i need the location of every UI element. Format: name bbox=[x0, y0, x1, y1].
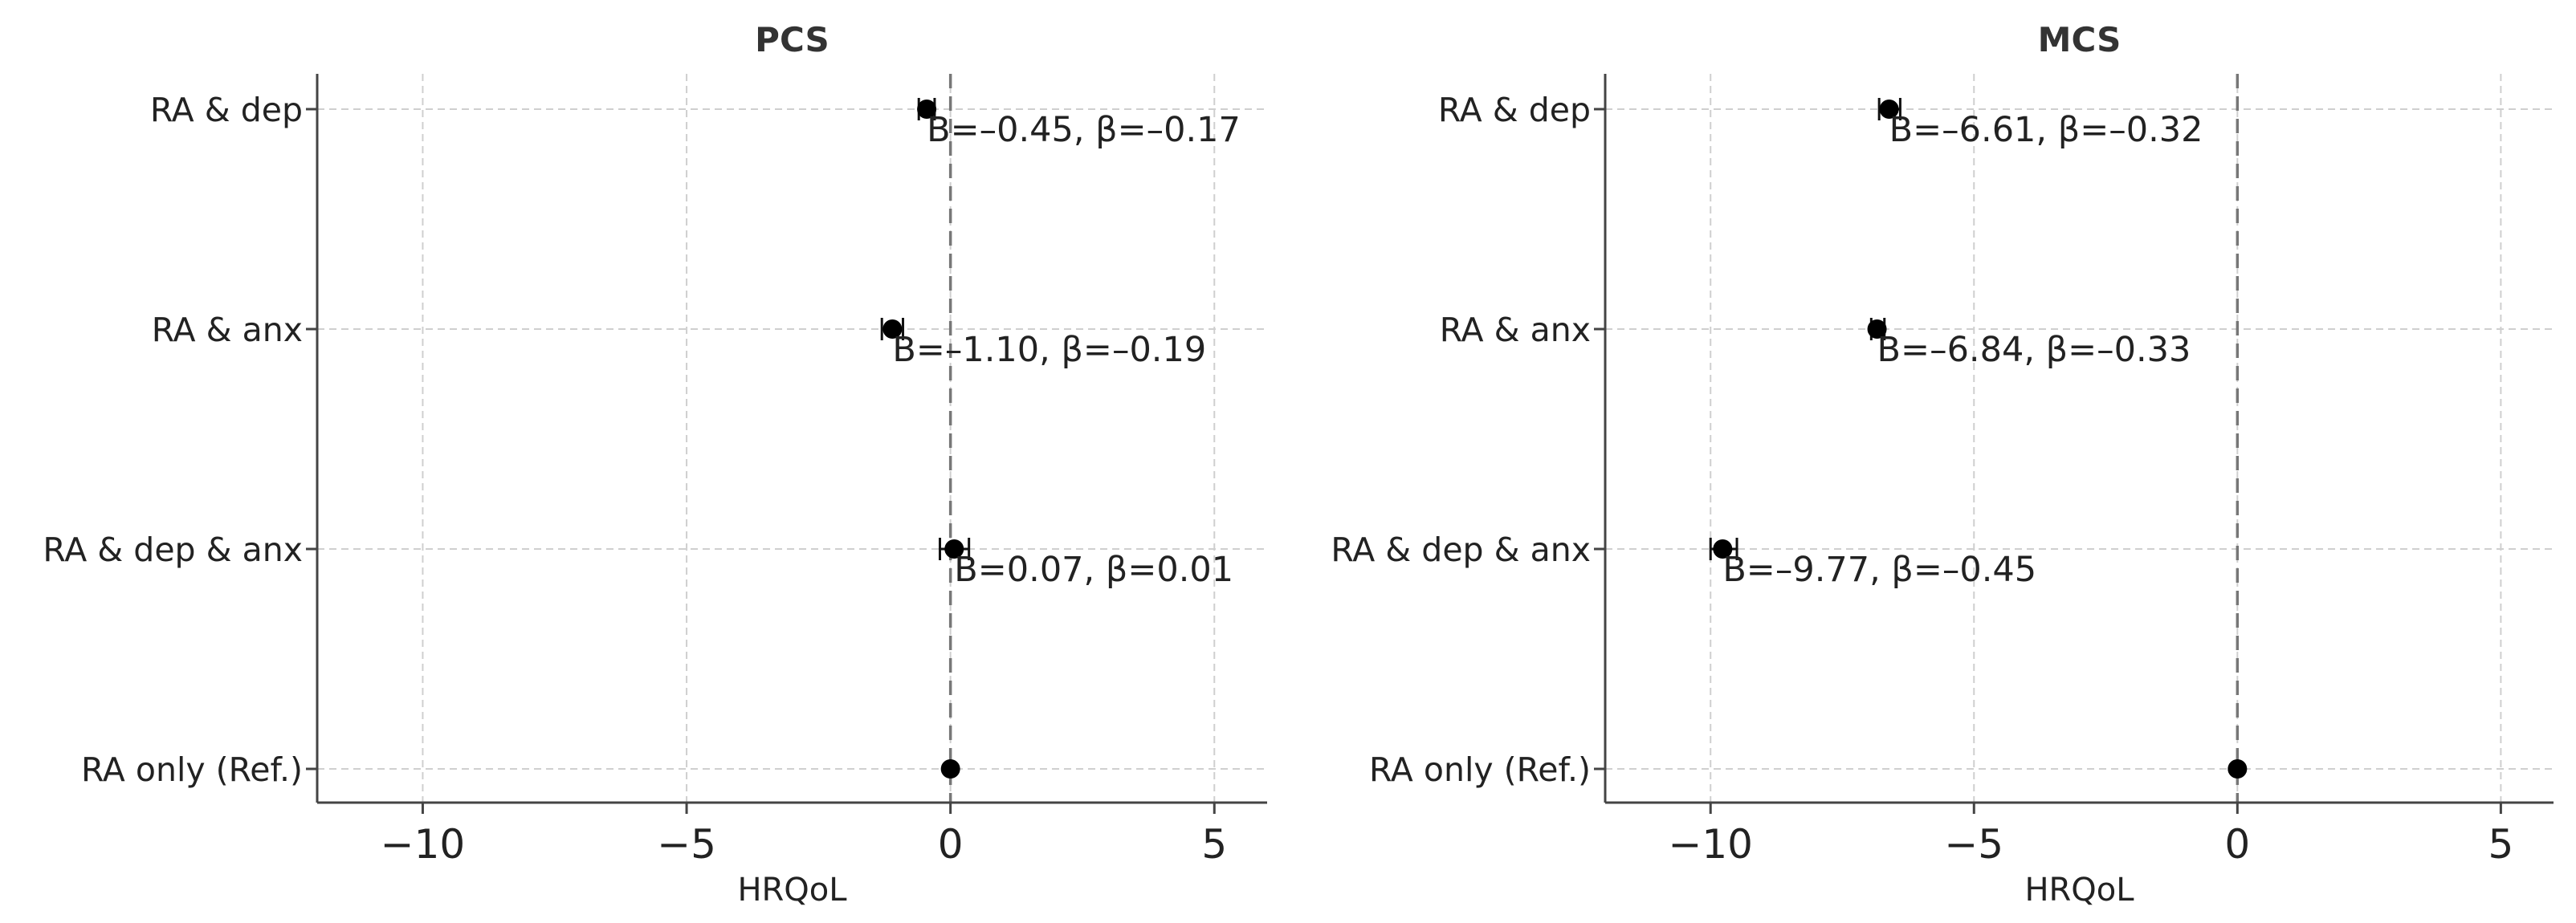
chart-title: PCS bbox=[755, 20, 829, 59]
y-tick-label: RA & dep bbox=[150, 91, 303, 129]
data-annotation: B=–9.77, β=–0.45 bbox=[1722, 550, 2036, 590]
data-point bbox=[1713, 539, 1733, 559]
data-point bbox=[1867, 319, 1887, 339]
x-axis-label: HRQoL bbox=[2024, 872, 2134, 909]
y-tick-label: RA only (Ref.) bbox=[1369, 750, 1591, 789]
data-annotation: B=0.07, β=0.01 bbox=[954, 550, 1233, 590]
y-tick-label: RA & anx bbox=[1440, 311, 1591, 349]
x-tick-label: 5 bbox=[1201, 821, 1227, 868]
x-tick-label: −5 bbox=[1944, 821, 2003, 868]
y-tick-label: RA & dep bbox=[1438, 91, 1591, 129]
y-tick-label: RA & dep & anx bbox=[1331, 531, 1591, 569]
chart-title: MCS bbox=[2038, 20, 2122, 59]
data-annotation: B=–6.84, β=–0.33 bbox=[1877, 330, 2191, 370]
x-tick-label: −5 bbox=[657, 821, 716, 868]
x-tick-label: −10 bbox=[381, 821, 466, 868]
y-tick-label: RA only (Ref.) bbox=[81, 750, 303, 789]
x-tick-label: −10 bbox=[1668, 821, 1753, 868]
data-annotation: B=–0.45, β=–0.17 bbox=[927, 110, 1241, 150]
y-tick-label: RA & dep & anx bbox=[43, 531, 303, 569]
data-point bbox=[917, 100, 937, 119]
y-tick-label: RA & anx bbox=[152, 311, 303, 349]
x-tick-label: 0 bbox=[2224, 821, 2250, 868]
data-point bbox=[1879, 100, 1899, 119]
data-point bbox=[2228, 759, 2248, 779]
chart-panel-mcs: MCS RA & dep RA & anx RA & dep & anx RA only… bbox=[1331, 20, 2554, 909]
data-point bbox=[944, 539, 964, 559]
x-tick-label: 0 bbox=[938, 821, 964, 868]
data-annotation: B=–6.61, β=–0.32 bbox=[1889, 110, 2203, 150]
x-axis-label: HRQoL bbox=[737, 872, 847, 909]
x-tick-label: 5 bbox=[2488, 821, 2513, 868]
data-annotation: B=–1.10, β=–0.19 bbox=[892, 330, 1206, 370]
data-point bbox=[882, 319, 903, 339]
chart-panel-pcs: PCS RA & dep RA & anx RA & dep & anx RA only… bbox=[43, 20, 1267, 909]
data-point bbox=[940, 759, 960, 779]
